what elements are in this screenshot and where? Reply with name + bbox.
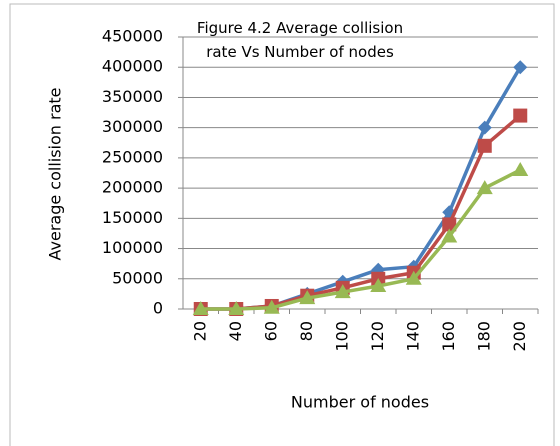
x-tick-label: 80 — [297, 321, 316, 341]
y-tick-label: 350000 — [102, 87, 163, 106]
marker — [192, 301, 209, 315]
x-tick-label: 160 — [439, 321, 458, 352]
x-tick-label: 180 — [474, 321, 493, 352]
marker — [263, 299, 280, 314]
marker — [299, 290, 316, 305]
marker — [513, 108, 528, 123]
y-tick-label: 450000 — [102, 27, 163, 46]
marker — [442, 217, 457, 232]
marker — [477, 120, 492, 135]
y-tick-label: 250000 — [102, 147, 163, 166]
x-tick-label: 60 — [261, 321, 280, 341]
x-tick-label: 40 — [226, 321, 245, 341]
marker — [477, 138, 492, 153]
x-tick-label: 140 — [403, 321, 422, 352]
x-tick-label: 200 — [510, 321, 529, 352]
marker — [476, 180, 493, 195]
marker — [228, 301, 245, 315]
marker — [334, 284, 351, 299]
series-line — [200, 168, 522, 311]
marker — [405, 270, 422, 285]
x-tick-label: 120 — [368, 321, 387, 352]
y-tick-label: 200000 — [102, 178, 163, 197]
y-tick-label: 100000 — [102, 238, 163, 257]
y-tick-label: 0 — [153, 299, 163, 318]
y-tick-label: 400000 — [102, 57, 163, 76]
x-tick-label: 20 — [190, 321, 209, 341]
x-tick-label: 100 — [332, 321, 351, 352]
x-axis-label: Number of nodes — [291, 393, 429, 412]
chart-frame — [9, 3, 555, 446]
marker — [513, 60, 528, 75]
marker — [441, 228, 458, 243]
marker — [370, 278, 387, 293]
marker — [512, 161, 529, 176]
y-tick-label: 150000 — [102, 208, 163, 227]
y-axis-label: Average collision rate — [46, 87, 65, 260]
chart-title: Figure 4.2 Average collision rate Vs Num… — [196, 19, 404, 61]
y-tick-label: 300000 — [102, 117, 163, 136]
y-tick-label: 50000 — [112, 268, 163, 287]
